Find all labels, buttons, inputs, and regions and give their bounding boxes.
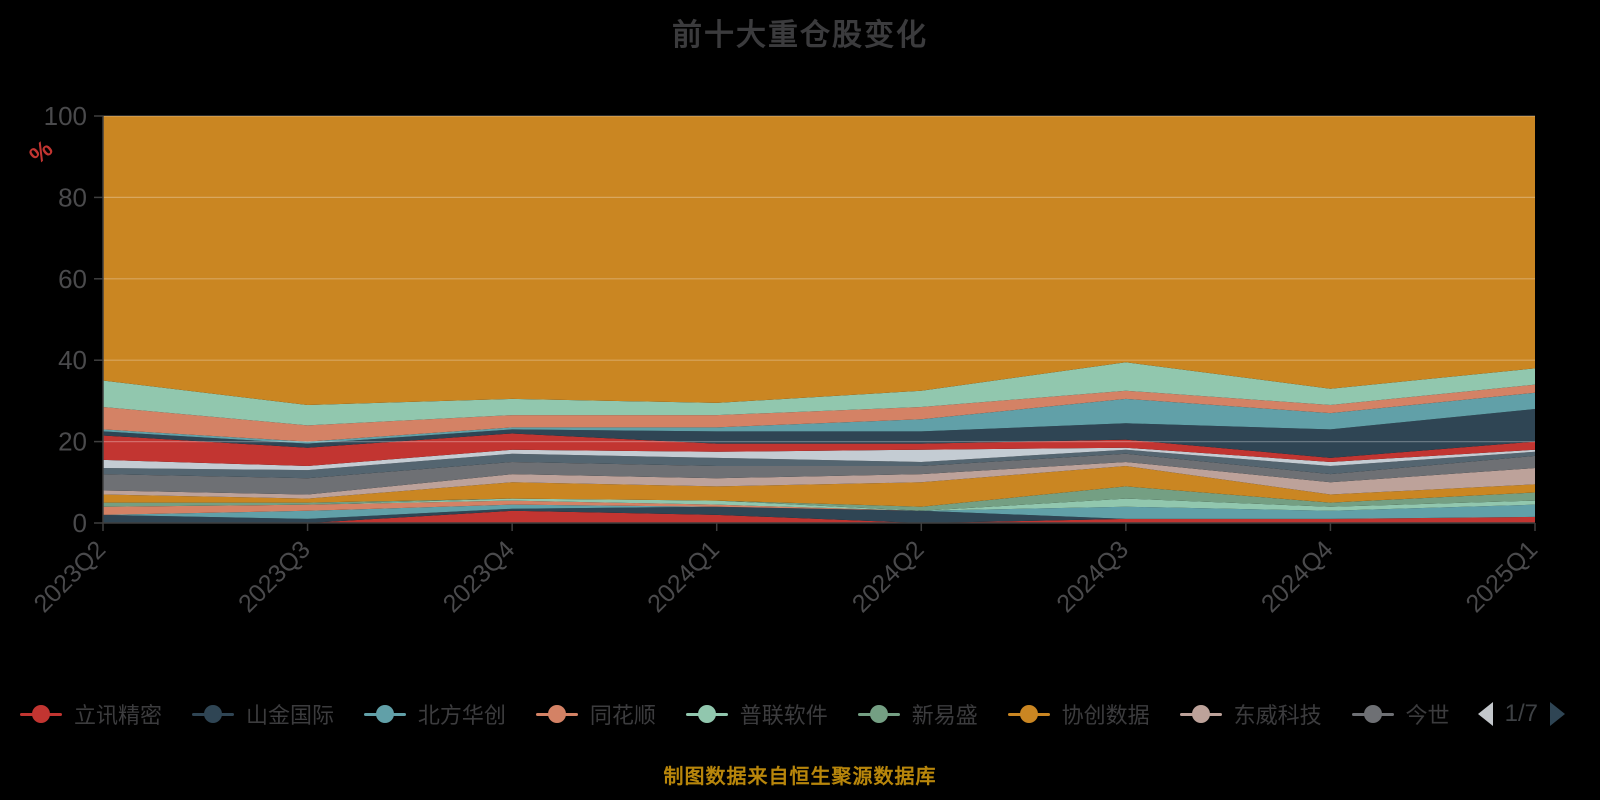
area-series-同花顺 xyxy=(103,500,1535,515)
area-series-普联软件 xyxy=(103,498,1535,511)
legend-item-6[interactable]: 新易盛 xyxy=(857,698,978,730)
x-tick-label: 2023Q4 xyxy=(438,535,521,618)
area-series-s15 xyxy=(103,384,1535,442)
area-series-s14 xyxy=(103,392,1535,444)
area-series-s17 xyxy=(103,116,1535,405)
area-series-今世 xyxy=(103,453,1535,495)
legend-item-label: 普联软件 xyxy=(739,703,828,728)
legend-line-dot-icon xyxy=(1179,705,1222,723)
legend-prev-arrow-icon[interactable] xyxy=(1477,702,1493,726)
legend-item-1[interactable]: 立讯精密 xyxy=(20,698,162,730)
area-series-山金国际 xyxy=(103,506,1535,523)
data-source-note: 制图数据来自恒生聚源数据库 xyxy=(663,766,937,788)
area-series-东威科技 xyxy=(103,461,1535,499)
area-series-s16 xyxy=(103,362,1535,426)
x-tick-label: 2024Q2 xyxy=(847,535,930,618)
legend-item-label: 东威科技 xyxy=(1233,703,1322,728)
legend-item-label: 同花顺 xyxy=(589,703,656,728)
legend-line-dot-icon xyxy=(857,705,900,723)
legend-line-dot-icon xyxy=(685,705,728,723)
y-axis-name: % xyxy=(25,135,59,169)
legend-item-9[interactable]: 今世 xyxy=(1351,698,1450,730)
legend-item-2[interactable]: 山金国际 xyxy=(191,698,334,730)
area-series-立讯精密 xyxy=(103,510,1535,523)
area-series-新易盛 xyxy=(103,486,1535,511)
legend-item-label: 今世 xyxy=(1405,703,1450,728)
legend-item-5[interactable]: 普联软件 xyxy=(685,698,828,730)
legend-line-dot-icon xyxy=(535,705,578,723)
area-series-s13 xyxy=(103,409,1535,458)
y-tick-label: 0 xyxy=(73,508,87,538)
legend-item-7[interactable]: 协创数据 xyxy=(1007,698,1150,730)
y-tick-label: 100 xyxy=(44,101,87,131)
legend-item-label: 北方华创 xyxy=(417,703,506,728)
legend-item-3[interactable]: 北方华创 xyxy=(363,698,506,730)
legend-line-dot-icon xyxy=(1351,705,1394,723)
legend-items: 立讯精密 山金国际 北方华创 同花顺 普联软件 新易盛 协创数据 东威科技 今世 xyxy=(20,698,1450,730)
legend-item-label: 山金国际 xyxy=(245,703,334,728)
legend-next-arrow-icon[interactable] xyxy=(1550,702,1565,726)
y-tick-label: 60 xyxy=(58,264,87,294)
legend-pager: 1/7 xyxy=(1477,700,1565,728)
legend-line-dot-icon xyxy=(20,705,62,723)
area-series-s12 xyxy=(103,433,1535,467)
legend: 立讯精密 山金国际 北方华创 同花顺 普联软件 新易盛 协创数据 东威科技 今世 1/7 xyxy=(20,698,1565,730)
x-tick-label: 2024Q3 xyxy=(1051,535,1134,618)
page-title: 前十大重仓股变化 xyxy=(672,19,928,52)
area-series-s11 xyxy=(103,447,1535,471)
x-tick-label: 2024Q4 xyxy=(1256,535,1339,618)
y-tick-label: 20 xyxy=(58,427,87,457)
area-series-s10 xyxy=(103,449,1535,479)
y-tick-label: 40 xyxy=(58,345,87,375)
x-tick-label: 2023Q2 xyxy=(29,535,112,618)
x-tick-label: 2025Q1 xyxy=(1461,535,1544,618)
area-series-协创数据 xyxy=(103,466,1535,507)
x-tick-label: 2023Q3 xyxy=(233,535,316,618)
legend-item-8[interactable]: 东威科技 xyxy=(1179,698,1322,730)
legend-item-label: 新易盛 xyxy=(911,703,978,728)
legend-line-dot-icon xyxy=(363,705,406,723)
legend-item-label: 协创数据 xyxy=(1061,703,1150,728)
legend-page-indicator: 1/7 xyxy=(1504,700,1538,727)
legend-item-label: 立讯精密 xyxy=(74,703,163,728)
legend-item-4[interactable]: 同花顺 xyxy=(535,698,656,730)
legend-line-dot-icon xyxy=(1007,705,1050,723)
area-series-北方华创 xyxy=(103,504,1535,519)
y-tick-label: 80 xyxy=(58,182,87,212)
x-tick-label: 2024Q1 xyxy=(642,535,725,618)
legend-line-dot-icon xyxy=(191,705,234,723)
